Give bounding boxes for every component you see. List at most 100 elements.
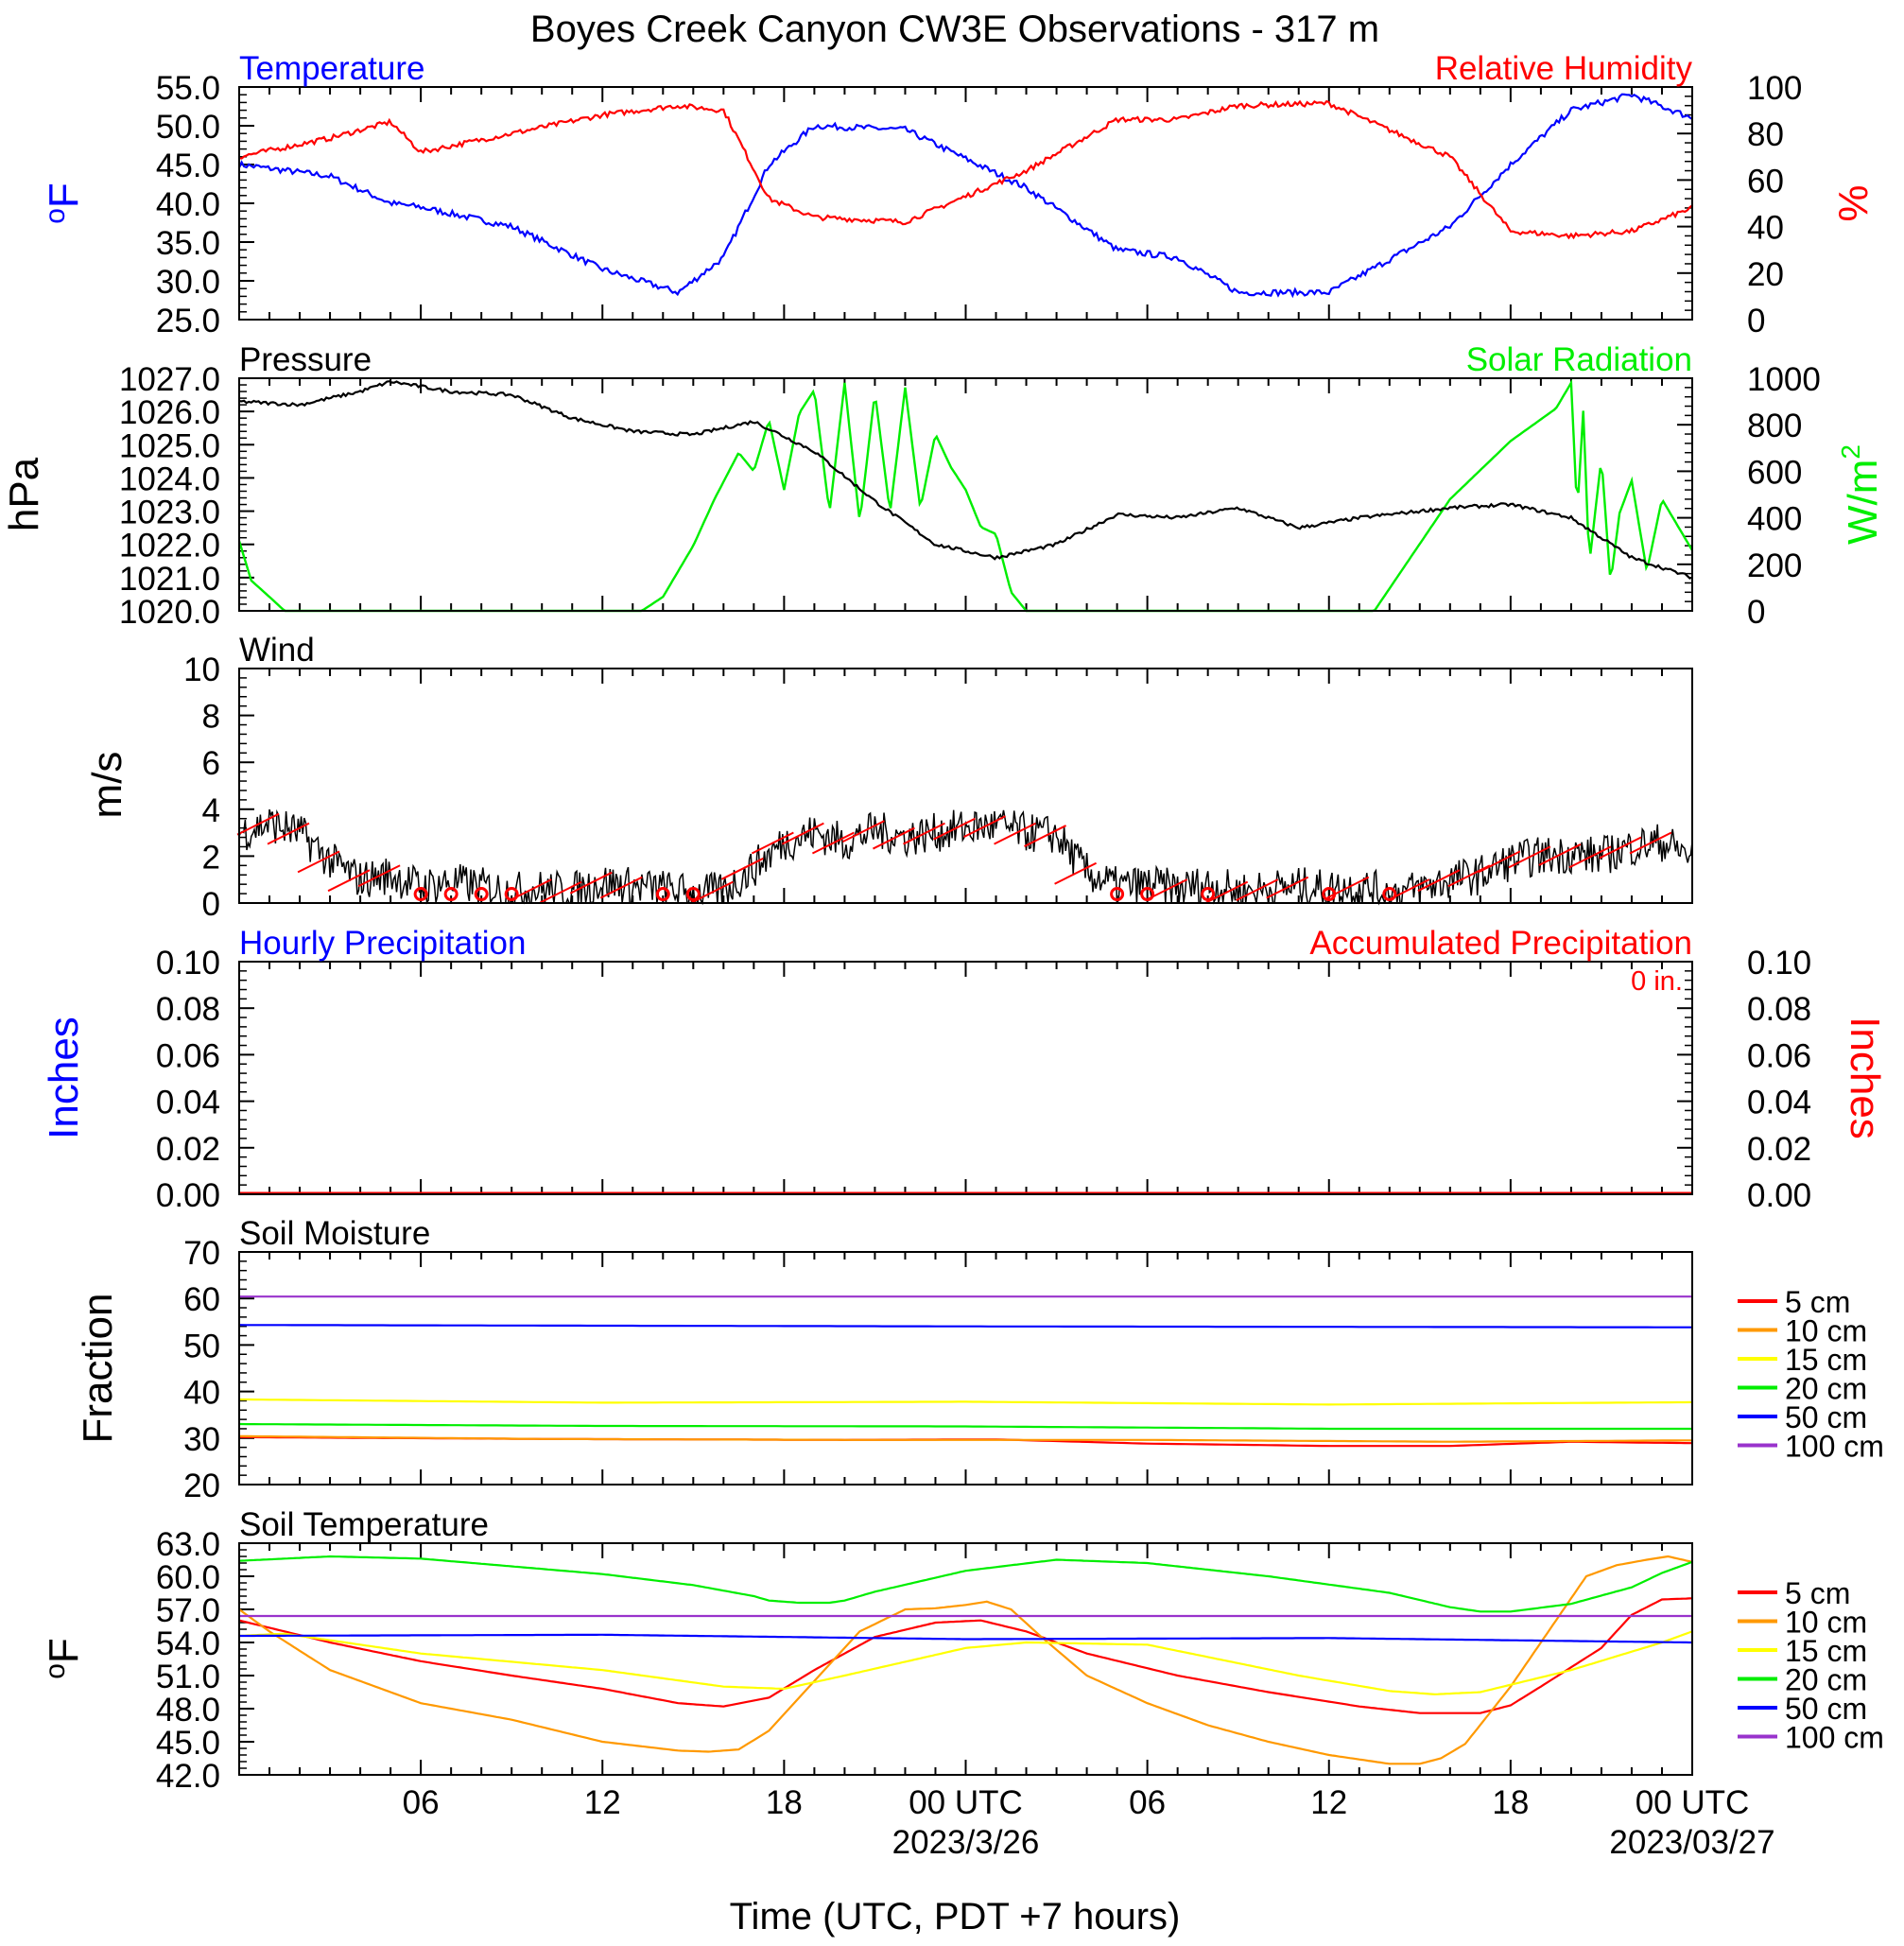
y-tick-label: 70 xyxy=(183,1235,220,1272)
hour-ticks-1 xyxy=(268,87,1663,320)
wind-barb xyxy=(751,831,794,855)
y-tick-label: 30.0 xyxy=(156,264,220,301)
y-axis-right-1: 100 80 60 40 20 0 xyxy=(1677,70,1802,339)
y-tick-label: 0.02 xyxy=(1747,1131,1811,1168)
x-tick-label: 12 xyxy=(584,1784,621,1821)
x-date-label: 2023/03/27 xyxy=(1609,1824,1774,1861)
legend-label: 10 cm xyxy=(1785,1606,1867,1640)
panel-frame-3 xyxy=(238,668,1693,904)
y-tick-label: 1020.0 xyxy=(119,594,220,631)
soil-temperature-line xyxy=(238,1630,1693,1695)
y-axis-label-soil-temp: oF xyxy=(40,1638,87,1679)
y-tick-label: 60 xyxy=(1747,163,1784,200)
y-axis-label-fraction: Fraction xyxy=(75,1294,121,1444)
y-tick-label: 40 xyxy=(183,1375,220,1412)
panel-title-wind: Wind xyxy=(239,632,315,669)
y-tick-label: 1021.0 xyxy=(119,561,220,598)
panel-title-soil-temperature: Soil Temperature xyxy=(239,1506,489,1543)
soil-moisture-line xyxy=(238,1324,1692,1329)
calm-marker xyxy=(655,887,670,902)
soil-temperature-line xyxy=(238,1555,1693,1613)
legend-label: 15 cm xyxy=(1785,1634,1867,1668)
y-tick-label: 0.10 xyxy=(156,945,220,982)
y-axis-label-precip-right: Inches xyxy=(1842,1016,1888,1139)
wind-barb xyxy=(1508,845,1551,869)
wind-barb xyxy=(720,857,764,880)
y-tick-label: 25.0 xyxy=(156,303,220,339)
y-tick-label: 55.0 xyxy=(156,70,220,107)
y-tick-label: 63.0 xyxy=(156,1526,220,1563)
wind-barb xyxy=(994,822,1036,845)
y-axis-label-wind: m/s xyxy=(84,752,130,819)
y-tick-label: 45.0 xyxy=(156,148,220,184)
legend-label: 5 cm xyxy=(1785,1576,1850,1610)
y-axis-left-1: 55.050.045.040.035.030.025.0 xyxy=(156,70,254,339)
y-tick-label: 200 xyxy=(1747,547,1802,584)
y-tick-label: 80 xyxy=(1747,116,1784,153)
y-tick-label: 35.0 xyxy=(156,225,220,262)
y-tick-label: 100 xyxy=(1747,70,1802,107)
y-tick-label: 1025.0 xyxy=(119,427,220,464)
y-tick-label: 0.00 xyxy=(1747,1177,1811,1214)
humidity-line xyxy=(238,99,1693,240)
y-tick-label: 57.0 xyxy=(156,1592,220,1629)
y-tick-label: 1022.0 xyxy=(119,528,220,565)
y-tick-label: 0.04 xyxy=(1747,1085,1811,1121)
y-axis-right-4: 0.10 0.08 0.06 0.04 0.02 0.00 xyxy=(1677,945,1811,1214)
y-axis-left-6: 63.060.057.054.051.048.045.042.0 xyxy=(156,1526,254,1795)
y-tick-label: 42.0 xyxy=(156,1758,220,1795)
hour-ticks-6 xyxy=(268,1543,1663,1775)
soil-moisture-line xyxy=(239,1398,1693,1406)
y-axis-label-pressure: hPa xyxy=(1,457,47,531)
soil-temperature-line xyxy=(238,1597,1693,1714)
panel-title-solar: Solar Radiation xyxy=(1466,341,1692,378)
panel-frame-6 xyxy=(238,1542,1693,1776)
y-tick-label: 0.08 xyxy=(156,991,220,1028)
x-tick-label: 12 xyxy=(1310,1784,1347,1821)
wind-barb xyxy=(841,820,885,843)
wind-barb xyxy=(811,831,855,855)
y-tick-label: 0.02 xyxy=(156,1131,220,1168)
soil-moisture-line xyxy=(238,1434,1692,1443)
panel-title-soil-moisture: Soil Moisture xyxy=(239,1215,430,1252)
x-tick-label: 00 UTC xyxy=(1636,1784,1750,1821)
y-tick-label: 8 xyxy=(202,699,220,736)
x-tick-label: 18 xyxy=(1492,1784,1529,1821)
solar-radiation-line xyxy=(237,378,1694,613)
wind-barb xyxy=(327,869,371,893)
x-axis-label: Time (UTC, PDT +7 hours) xyxy=(730,1896,1181,1937)
y-tick-label: 51.0 xyxy=(156,1659,220,1695)
calm-marker xyxy=(1140,887,1155,902)
wind-barb xyxy=(1236,878,1279,902)
y-tick-label: 0.06 xyxy=(1747,1037,1811,1074)
y-tick-label: 45.0 xyxy=(156,1725,220,1762)
wind-barb xyxy=(1266,876,1309,899)
panel-title-pressure: Pressure xyxy=(239,341,372,378)
wind-barb xyxy=(1599,836,1642,860)
calm-marker xyxy=(1382,887,1397,902)
panel-title-accumulated-precip: Accumulated Precipitation xyxy=(1309,925,1692,962)
wind-barb xyxy=(1054,861,1098,885)
calm-marker xyxy=(413,887,428,902)
y-tick-label: 20 xyxy=(183,1468,220,1504)
y-tick-label: 0.04 xyxy=(156,1085,220,1121)
hour-ticks-3 xyxy=(268,669,1663,903)
y-axis-left-4: 0.10 0.08 0.06 0.04 0.02 0.00 xyxy=(156,945,254,1214)
wind-barb xyxy=(1538,843,1582,866)
legend-label: 50 cm xyxy=(1785,1400,1867,1434)
panels: 55.050.045.040.035.030.025.0100806040200… xyxy=(1,50,1888,1795)
y-tick-label: 20 xyxy=(1747,256,1784,293)
wind-barb xyxy=(1629,831,1672,855)
y-tick-label: 800 xyxy=(1747,408,1802,444)
y-tick-label: 400 xyxy=(1747,501,1802,538)
y-axis-label-solar: W/m2 xyxy=(1836,444,1886,545)
y-tick-label: 40.0 xyxy=(156,186,220,223)
panel-frame-4 xyxy=(238,961,1693,1195)
wind-barb xyxy=(539,880,582,904)
wind-barb xyxy=(236,812,280,836)
x-tick-label: 06 xyxy=(1129,1784,1166,1821)
